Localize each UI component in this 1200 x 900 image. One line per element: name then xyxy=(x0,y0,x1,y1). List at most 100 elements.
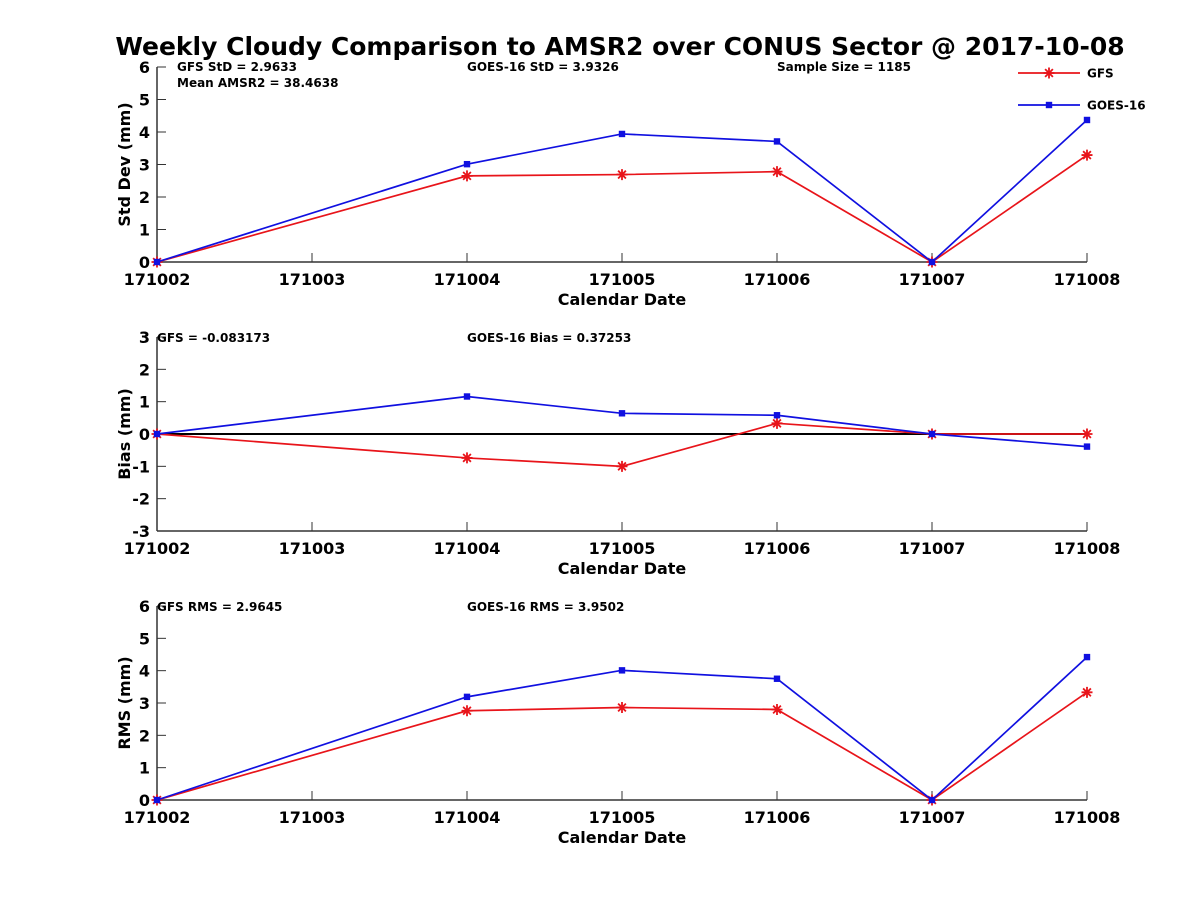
x-tick-label: 171003 xyxy=(279,539,346,558)
data-point-star xyxy=(461,705,473,717)
data-point-star xyxy=(771,166,783,178)
y-tick-label: 5 xyxy=(139,629,150,648)
data-point-square xyxy=(773,675,781,682)
data-point-square xyxy=(928,258,936,266)
legend-label: GOES-16 xyxy=(1087,99,1146,113)
x-tick-label: 171006 xyxy=(744,808,811,827)
data-point-star xyxy=(1043,67,1055,79)
stat-annotation: Mean AMSR2 = 38.4638 xyxy=(177,76,338,90)
chart-panel-1: 0 1 2 3 4 5 6 171002 171003 171004 171005 171006 171… xyxy=(115,58,1120,309)
y-tick-label: 1 xyxy=(139,221,150,240)
x-tick-label: 171003 xyxy=(279,270,346,289)
data-point-star xyxy=(771,703,783,715)
legend-label: GFS xyxy=(1087,67,1114,81)
data-point-star xyxy=(1081,149,1093,161)
x-tick-label: 171007 xyxy=(899,270,966,289)
y-tick-label: 1 xyxy=(139,393,150,412)
legend-item-gfs: GFS xyxy=(1018,67,1114,81)
series-line-gfs xyxy=(156,154,1088,264)
data-point-star xyxy=(616,460,628,472)
data-point-square xyxy=(1083,443,1091,450)
y-tick-label: 3 xyxy=(139,328,150,347)
series-line-goes-16 xyxy=(156,656,1088,802)
y-tick-label: 2 xyxy=(139,360,150,379)
series-line-gfs xyxy=(156,422,1087,468)
stat-annotation: GFS = -0.083173 xyxy=(157,331,270,345)
y-tick-label: 2 xyxy=(139,188,150,207)
y-tick-label: 0 xyxy=(139,425,150,444)
x-tick-label: 171004 xyxy=(434,539,501,558)
y-tick-label: 4 xyxy=(139,662,150,681)
data-point-square xyxy=(618,410,626,417)
x-tick-label: 171002 xyxy=(124,539,191,558)
series-line-goes-16 xyxy=(156,395,1088,448)
data-point-star xyxy=(1081,686,1093,698)
data-point-square xyxy=(1083,116,1091,124)
stat-annotation: GFS RMS = 2.9645 xyxy=(157,600,282,614)
y-axis-label: Std Dev (mm) xyxy=(115,102,134,226)
x-tick-label: 171004 xyxy=(434,270,501,289)
y-tick-label: 3 xyxy=(139,694,150,713)
x-tick-label: 171006 xyxy=(744,270,811,289)
legend-item-goes-16: GOES-16 xyxy=(1018,99,1146,113)
data-point-square xyxy=(463,393,471,400)
y-axis-label: Bias (mm) xyxy=(115,388,134,480)
data-point-star xyxy=(616,169,628,181)
chart-legend: GFS GOES-16 xyxy=(1018,67,1146,113)
data-point-square xyxy=(153,258,161,266)
y-tick-label: -3 xyxy=(132,522,150,541)
series-line-goes-16 xyxy=(156,119,1088,264)
data-point-square xyxy=(463,693,471,701)
x-tick-label: 171003 xyxy=(279,808,346,827)
data-point-star xyxy=(771,417,783,429)
stat-annotation: GFS StD = 2.9633 xyxy=(177,60,297,74)
y-tick-label: 3 xyxy=(139,156,150,175)
data-point-square xyxy=(928,430,936,438)
x-axis-label: Calendar Date xyxy=(558,290,687,309)
stat-annotation: GOES-16 Bias = 0.37253 xyxy=(467,331,631,345)
x-tick-label: 171008 xyxy=(1054,808,1121,827)
y-tick-label: -1 xyxy=(132,457,150,476)
data-point-square xyxy=(463,160,471,168)
chart-panel-2: -3 -2 -1 0 1 2 3 171002 171003 171004 171005 171006… xyxy=(115,328,1120,578)
y-tick-label: 0 xyxy=(139,253,150,272)
x-tick-label: 171008 xyxy=(1054,539,1121,558)
x-tick-label: 171004 xyxy=(434,808,501,827)
data-point-square xyxy=(773,138,781,145)
data-point-star xyxy=(461,170,473,182)
chart-panel-3: 0 1 2 3 4 5 6 171002 171003 171004 171005 171006 171… xyxy=(115,597,1120,847)
data-point-square xyxy=(1083,653,1091,661)
y-tick-label: 4 xyxy=(139,123,150,142)
y-tick-label: 5 xyxy=(139,91,150,110)
x-axis-label: Calendar Date xyxy=(558,559,687,578)
data-point-square xyxy=(928,796,936,804)
data-point-square xyxy=(1045,101,1053,109)
x-tick-label: 171007 xyxy=(899,808,966,827)
chart-title: Weekly Cloudy Comparison to AMSR2 over C… xyxy=(115,32,1124,61)
data-point-star xyxy=(616,702,628,714)
stat-annotation: GOES-16 RMS = 3.9502 xyxy=(467,600,624,614)
data-point-square xyxy=(618,667,626,674)
data-point-square xyxy=(153,430,161,438)
y-tick-label: 1 xyxy=(139,759,150,778)
y-tick-label: 6 xyxy=(139,58,150,77)
x-tick-label: 171006 xyxy=(744,539,811,558)
x-tick-label: 171005 xyxy=(589,270,656,289)
data-point-square xyxy=(153,796,161,804)
x-tick-label: 171008 xyxy=(1054,270,1121,289)
x-tick-label: 171002 xyxy=(124,270,191,289)
series-line-gfs xyxy=(156,691,1088,802)
y-tick-label: 6 xyxy=(139,597,150,616)
data-point-square xyxy=(773,412,781,419)
stat-annotation: GOES-16 StD = 3.9326 xyxy=(467,60,619,74)
y-axis-label: RMS (mm) xyxy=(115,656,134,749)
chart-panels: 0 1 2 3 4 5 6 171002 171003 171004 171005 171006 171… xyxy=(115,58,1120,847)
data-point-star xyxy=(461,452,473,464)
data-point-square xyxy=(618,130,626,138)
y-tick-label: 2 xyxy=(139,726,150,745)
x-tick-label: 171002 xyxy=(124,808,191,827)
y-tick-label: 0 xyxy=(139,791,150,810)
x-tick-label: 171005 xyxy=(589,808,656,827)
y-tick-label: -2 xyxy=(132,490,150,509)
